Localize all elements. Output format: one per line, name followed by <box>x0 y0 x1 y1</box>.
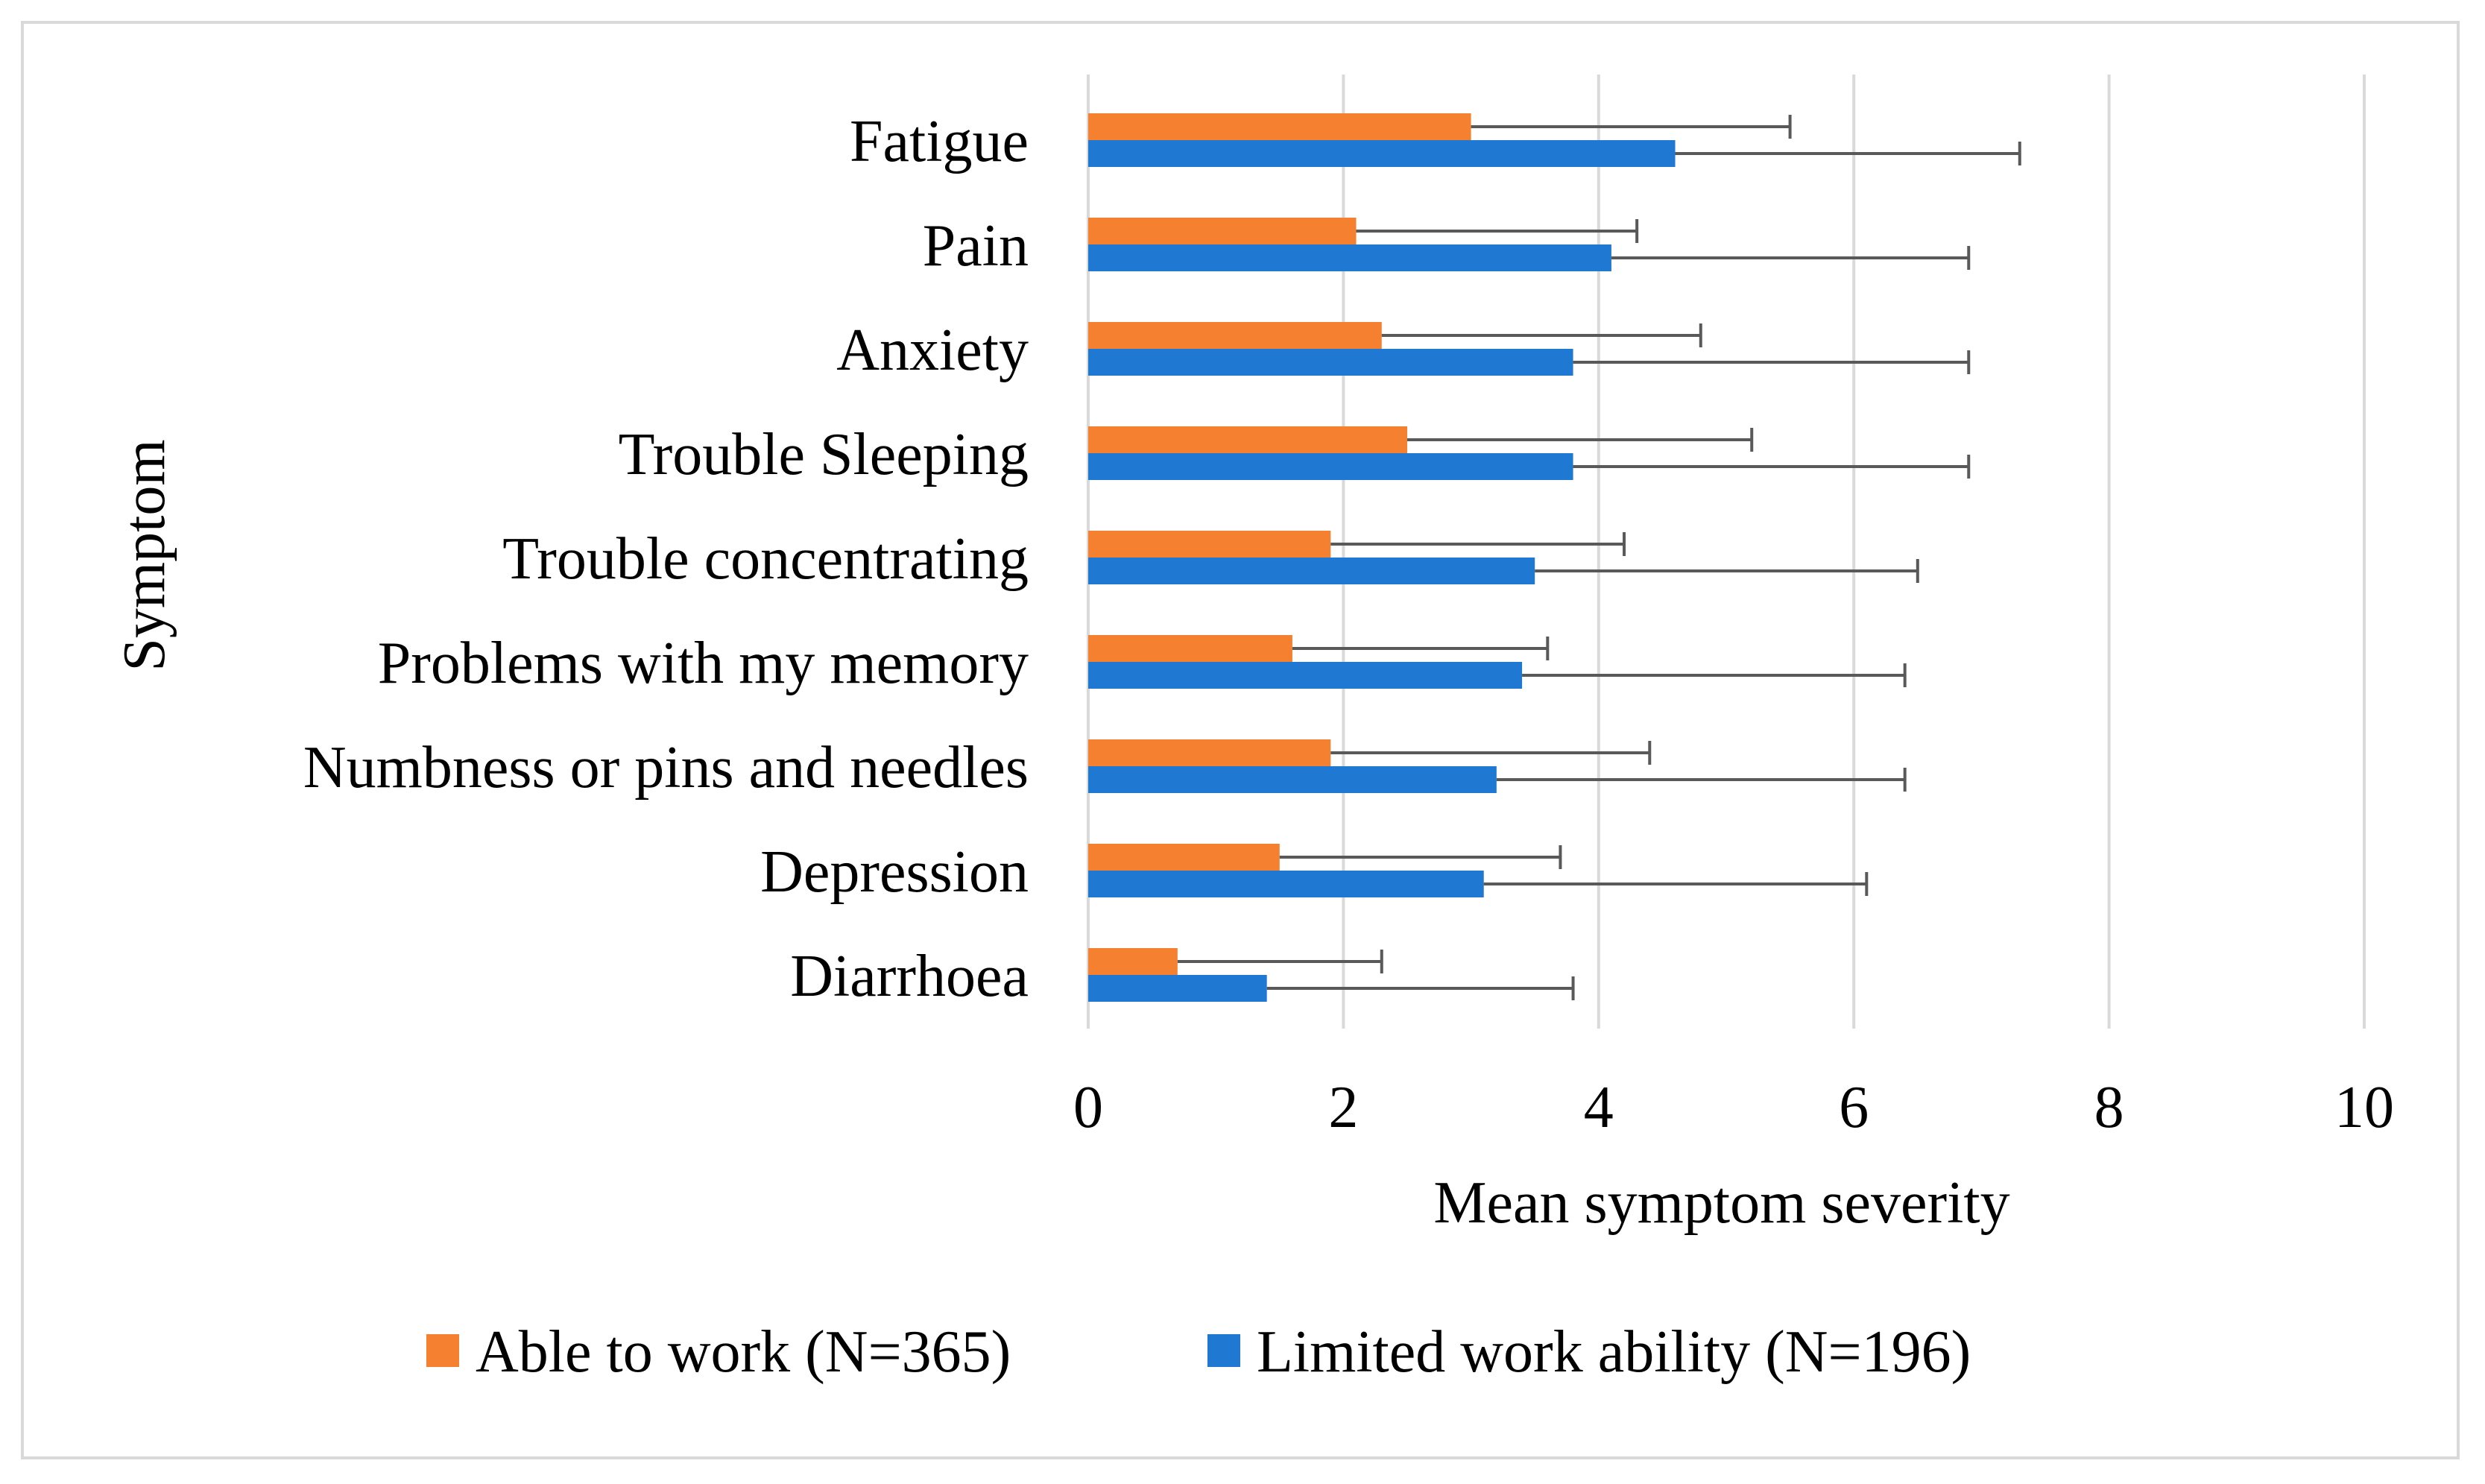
x-tick-label: 6 <box>1839 1075 1869 1140</box>
bar-limited <box>1088 558 1535 584</box>
category-label: Diarrhoea <box>790 944 1029 1009</box>
bar-able <box>1088 739 1331 766</box>
x-tick-label: 10 <box>2334 1075 2394 1140</box>
category-labels: Fatigue Pain Anxiety Trouble Sleeping Troubl… <box>303 109 1029 1009</box>
x-tick-label: 8 <box>2094 1075 2124 1140</box>
x-tick-label: 0 <box>1073 1075 1103 1140</box>
legend-label: Limited work ability (N=196) <box>1257 1319 1971 1385</box>
bar-limited <box>1088 662 1523 689</box>
bar-able <box>1088 635 1292 662</box>
bar-able <box>1088 426 1407 453</box>
bar-limited <box>1088 453 1573 480</box>
y-axis-title: Symptom <box>112 439 177 671</box>
category-label: Numbness or pins and needles <box>303 735 1029 801</box>
bar-limited <box>1088 975 1267 1002</box>
category-label: Fatigue <box>850 109 1029 174</box>
bar-able <box>1088 948 1178 975</box>
x-axis-title: Mean symptom severity <box>1433 1170 2009 1236</box>
bar-able <box>1088 844 1280 871</box>
category-label: Anxiety <box>836 318 1029 383</box>
bar-able <box>1088 322 1382 349</box>
category-label: Trouble Sleeping <box>619 422 1029 487</box>
bar-able <box>1088 531 1331 558</box>
bar-able <box>1088 218 1357 244</box>
category-label: Problems with my memory <box>378 631 1029 696</box>
bar-limited <box>1088 244 1611 271</box>
legend: Able to work (N=365) Limited work ability… <box>426 1319 1971 1385</box>
bar-limited <box>1088 766 1497 793</box>
bars <box>1088 113 1676 1002</box>
legend-swatch <box>1207 1334 1240 1367</box>
x-tick-labels: 0 2 4 6 8 10 <box>1073 1075 2394 1140</box>
legend-label: Able to work (N=365) <box>476 1319 1011 1385</box>
bar-limited <box>1088 140 1676 167</box>
x-tick-label: 2 <box>1328 1075 1358 1140</box>
error-bars <box>1177 115 2021 1000</box>
category-label: Trouble concentrating <box>502 526 1029 592</box>
bar-limited <box>1088 349 1573 376</box>
bar-limited <box>1088 871 1484 897</box>
category-label: Pain <box>923 213 1029 279</box>
category-label: Depression <box>760 839 1029 905</box>
legend-swatch <box>426 1334 459 1367</box>
bar-able <box>1088 113 1471 140</box>
x-tick-label: 4 <box>1584 1075 1614 1140</box>
